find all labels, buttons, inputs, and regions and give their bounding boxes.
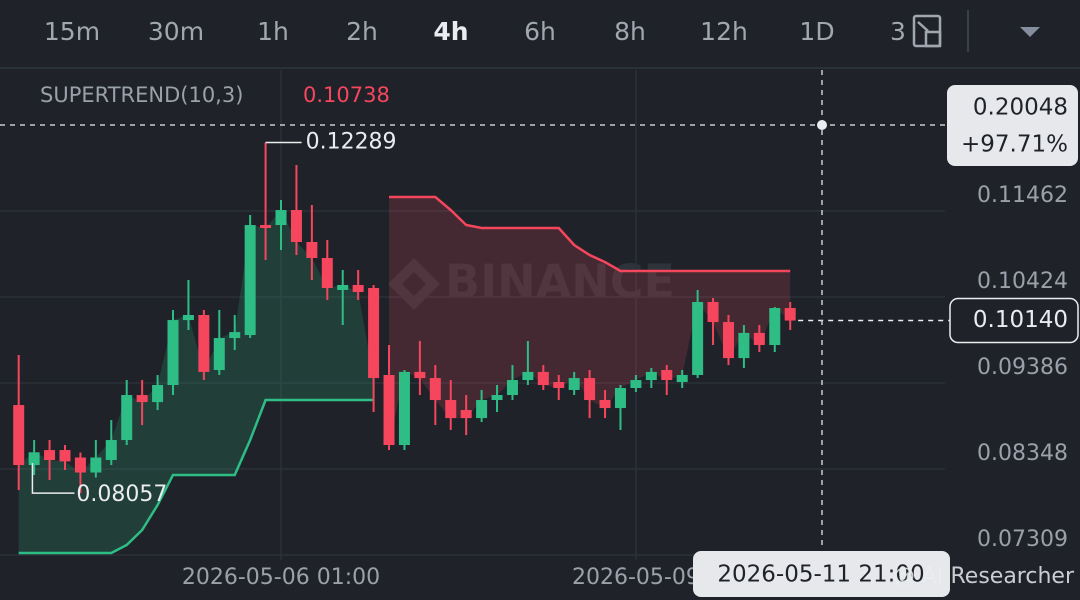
candle-body xyxy=(661,370,673,381)
y-tick-label: 0.07309 xyxy=(977,527,1068,552)
candle-body xyxy=(630,380,642,388)
candle-body xyxy=(152,385,164,403)
crosshair-change: +97.71% xyxy=(961,132,1068,158)
interval-tab[interactable]: 30m xyxy=(148,17,204,46)
candle-body xyxy=(398,371,410,445)
candle-body xyxy=(167,320,179,386)
candle-body xyxy=(722,322,734,359)
interval-tab[interactable]: 8h xyxy=(614,17,646,46)
credit-watermark: @ AI Researcher xyxy=(893,564,1075,589)
x-tick-label: 2026-05-06 01:00 xyxy=(182,565,380,590)
candle-body xyxy=(244,225,256,336)
candle-body xyxy=(352,285,364,292)
candle-body xyxy=(476,400,488,419)
y-tick-label: 0.11462 xyxy=(977,183,1068,208)
candle-body xyxy=(429,378,441,401)
candle-body xyxy=(275,210,287,226)
crosshair-dot xyxy=(817,120,827,130)
crosshair-price: 0.20048 xyxy=(973,95,1068,121)
split-icon[interactable] xyxy=(912,14,942,48)
candle-body xyxy=(136,395,148,403)
candle-body xyxy=(537,371,549,386)
candle-body xyxy=(707,301,719,323)
candle-body xyxy=(753,332,765,345)
candle-body xyxy=(568,378,580,390)
y-tick-label: 0.10424 xyxy=(977,269,1068,294)
candle-body xyxy=(491,395,503,401)
candle-body xyxy=(229,332,241,339)
candle-body xyxy=(692,301,704,375)
watermark: BINANCE xyxy=(445,255,675,309)
candle-body xyxy=(44,450,56,460)
candle-body xyxy=(553,382,565,388)
candle-body xyxy=(105,440,117,460)
interval-tab[interactable]: 4h xyxy=(433,17,468,46)
interval-tab[interactable]: 15m xyxy=(44,17,100,46)
candle-body xyxy=(383,374,395,445)
more-dropdown[interactable] xyxy=(1020,27,1040,37)
interval-tab[interactable]: 1D xyxy=(799,17,834,46)
candle-body xyxy=(460,410,472,419)
candle-body xyxy=(59,450,71,462)
candle-body xyxy=(13,405,25,466)
candle-body xyxy=(784,308,796,321)
candle-body xyxy=(368,287,380,379)
low-label: 0.08057 xyxy=(76,482,167,507)
candle-body xyxy=(506,380,518,396)
candle-body xyxy=(306,242,318,258)
candle-body xyxy=(90,457,102,473)
candle-body xyxy=(738,332,750,359)
indicator-name: SUPERTREND(10,3) xyxy=(40,83,243,107)
plot-area: BINANCE 0.07309 0.08348 0.09386 0.10424 0.114… xyxy=(0,70,1079,597)
candle-body xyxy=(584,378,596,401)
candle-body xyxy=(198,315,210,372)
interval-tab[interactable]: 12h xyxy=(700,17,748,46)
candle-body xyxy=(213,338,225,371)
indicator-value: 0.10738 xyxy=(303,83,390,107)
candle-body xyxy=(121,395,133,441)
candle-body xyxy=(769,308,781,345)
x-tick-label: 2026-05-09 xyxy=(572,565,700,590)
candle-body xyxy=(74,457,86,473)
candle-body xyxy=(337,285,349,290)
interval-toolbar: 15m 30m 1h 2h 4h 6h 8h 12h 1D 3 xyxy=(44,17,906,46)
interval-tab[interactable]: 6h xyxy=(524,17,556,46)
candle-body xyxy=(28,452,40,466)
supertrend-fill xyxy=(389,197,791,445)
interval-tab[interactable]: 1h xyxy=(257,17,289,46)
candle-body xyxy=(522,371,534,381)
crosshair-time-box xyxy=(693,551,950,597)
candle-body xyxy=(676,374,688,383)
candle-body xyxy=(414,371,426,379)
interval-tab[interactable]: 2h xyxy=(346,17,378,46)
price-box xyxy=(949,297,1079,344)
low-marker xyxy=(31,463,75,494)
candle-body xyxy=(182,315,194,321)
price-label: 0.10140 xyxy=(973,307,1068,333)
supertrend-fill xyxy=(18,210,374,554)
candle-body xyxy=(599,400,611,409)
candle-body xyxy=(260,225,272,229)
crosshair-price-box xyxy=(947,85,1078,166)
candle-body xyxy=(290,210,302,243)
y-tick-label: 0.09386 xyxy=(977,355,1068,380)
candle-body xyxy=(645,371,657,381)
crosshair-time: 2026-05-11 21:00 xyxy=(717,562,924,588)
y-tick-label: 0.08348 xyxy=(977,441,1068,466)
supertrend-line xyxy=(389,195,791,273)
candle-body xyxy=(445,400,457,419)
high-label: 0.12289 xyxy=(306,129,397,154)
candle-body xyxy=(614,387,626,409)
interval-tab[interactable]: 3 xyxy=(890,17,906,46)
supertrend-line xyxy=(18,398,374,555)
candle-body xyxy=(321,257,333,288)
